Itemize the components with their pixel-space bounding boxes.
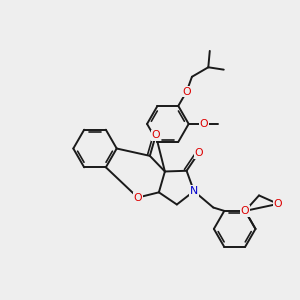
Text: O: O: [152, 130, 160, 140]
Text: O: O: [194, 148, 203, 158]
Text: O: O: [182, 87, 191, 97]
Text: N: N: [190, 186, 198, 196]
Text: O: O: [274, 199, 282, 209]
Text: O: O: [241, 206, 249, 216]
Text: O: O: [200, 119, 208, 129]
Text: O: O: [134, 193, 142, 202]
